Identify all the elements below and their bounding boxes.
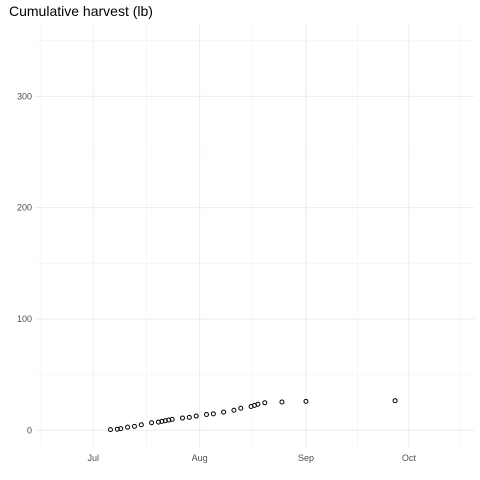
y-tick-label: 0 xyxy=(27,425,32,435)
grid-lines xyxy=(35,24,474,447)
data-points xyxy=(107,398,398,433)
data-point xyxy=(169,416,175,422)
y-tick-label: 200 xyxy=(17,203,32,213)
data-point xyxy=(221,409,227,415)
y-axis-ticks: 0 100 200 300 xyxy=(17,91,32,435)
data-point xyxy=(193,413,199,419)
data-point xyxy=(392,398,398,404)
data-point xyxy=(231,407,237,413)
data-point xyxy=(262,400,268,406)
x-tick-label: Sep xyxy=(298,453,314,463)
data-point xyxy=(131,423,137,429)
x-tick-label: Aug xyxy=(192,453,208,463)
data-point xyxy=(149,420,155,426)
data-point xyxy=(255,401,261,407)
data-point xyxy=(186,414,192,420)
x-axis-ticks: Jul Aug Sep Oct xyxy=(88,453,417,463)
data-point xyxy=(210,411,216,417)
x-tick-label: Jul xyxy=(88,453,100,463)
data-point xyxy=(138,422,144,428)
data-point xyxy=(303,398,309,404)
data-point xyxy=(114,426,120,432)
data-point xyxy=(238,405,244,411)
data-point xyxy=(203,411,209,417)
y-tick-label: 300 xyxy=(17,91,32,101)
data-point xyxy=(118,426,124,432)
data-point xyxy=(125,424,131,430)
chart-title: Cumulative harvest (lb) xyxy=(9,3,153,19)
data-point xyxy=(279,399,285,405)
x-tick-label: Oct xyxy=(402,453,417,463)
data-point xyxy=(179,415,185,421)
data-point xyxy=(107,427,113,433)
y-tick-label: 100 xyxy=(17,314,32,324)
